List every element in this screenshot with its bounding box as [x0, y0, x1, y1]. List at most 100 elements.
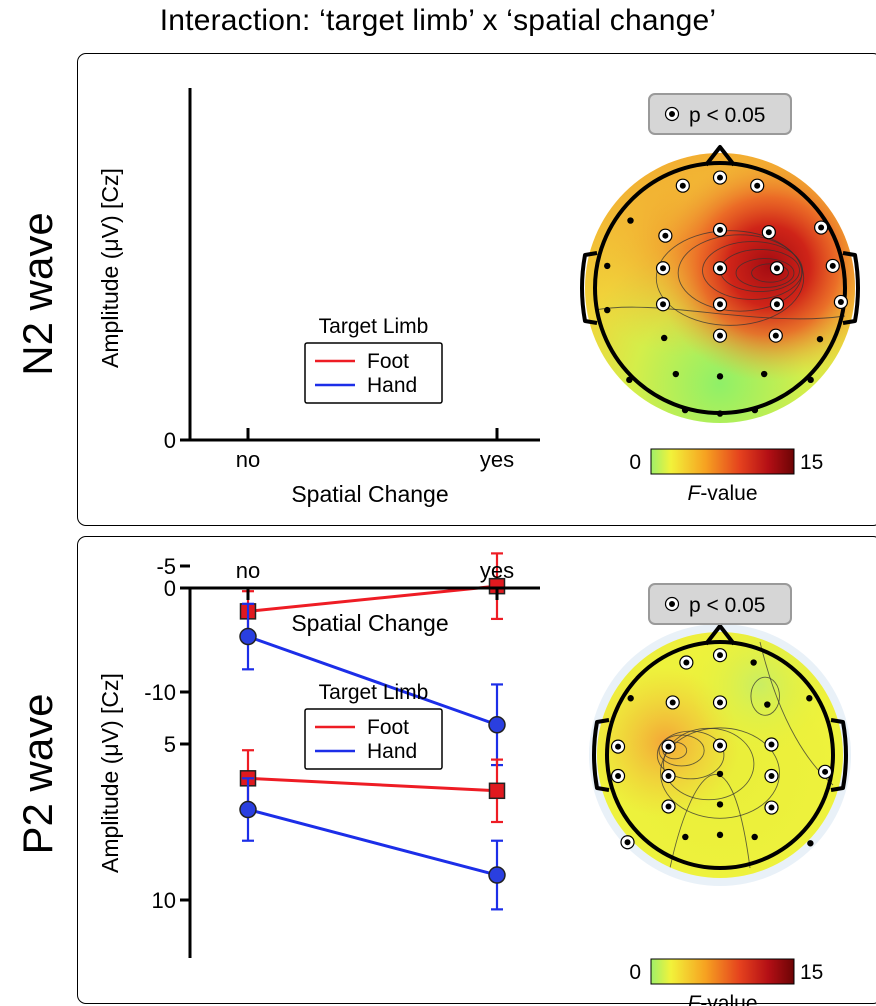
y-axis-label: Amplitude (μV) [Cz]: [97, 673, 123, 873]
electrode-dot: [822, 768, 829, 775]
contour-line: [660, 727, 780, 819]
x-tick-label: no: [236, 447, 260, 472]
nose-outline: [704, 145, 736, 167]
electrode-dot: [717, 301, 723, 308]
electrode-dot: [627, 217, 634, 224]
electrode-dot: [829, 262, 836, 269]
x-axis-label: Spatial Change: [291, 481, 448, 507]
series-line-foot: [247, 776, 498, 793]
colorbar-max-label: 15: [800, 451, 823, 474]
colorbar-label: F-value: [687, 992, 757, 1006]
colorbar-label-rest: -value: [700, 482, 757, 505]
p-value-legend-text: p < 0.05: [689, 104, 765, 127]
p-value-legend-dot: [669, 111, 675, 117]
right-ear-outline: [842, 251, 860, 325]
electrode-dot: [665, 743, 672, 750]
electrode-dot: [717, 332, 723, 339]
electrode-dot: [806, 695, 813, 702]
y-tick-label: 10: [152, 888, 176, 913]
y-tick-label: 5: [164, 732, 176, 757]
x-tick-label: yes: [480, 558, 514, 583]
colorbar-max-label: 15: [800, 961, 823, 984]
scalp-map-p2: p < 0.05 0 15 F-value: [589, 583, 851, 1006]
colorbar: [650, 448, 795, 475]
electrode-dot: [717, 652, 723, 659]
left-ear-outline: [580, 251, 598, 325]
electrode-dot: [626, 376, 633, 384]
electrode-dot: [682, 833, 689, 841]
p-value-legend-text: p < 0.05: [689, 594, 765, 617]
electrode-dot: [716, 373, 724, 380]
series-line-hand: [247, 808, 498, 877]
p-value-legend-box: [648, 93, 792, 135]
legend-label-hand: Hand: [367, 740, 417, 763]
data-point-hand: [488, 716, 506, 734]
electrode-dot: [768, 804, 775, 811]
legend-label-hand: Hand: [367, 374, 417, 397]
electrode-dot: [716, 801, 724, 808]
electrode-dot: [750, 659, 757, 666]
electrode-dot: [768, 741, 775, 748]
colorbar-label-italic: F: [687, 482, 701, 505]
figure-title: Interaction: ‘target limb’ x ‘spatial ch…: [159, 4, 717, 37]
series-line-foot: [247, 584, 498, 613]
scalp-hot-fill: [585, 153, 855, 423]
electrode-dot: [660, 265, 667, 272]
electrode-dot: [717, 226, 723, 233]
legend-title: Target Limb: [319, 315, 429, 338]
electrode-dot: [717, 699, 723, 706]
electrode-dot: [716, 831, 724, 839]
line-chart-1: 0 5 10 no yes Spatial Change Amplitude (μV) [C…: [97, 558, 540, 958]
electrode-dot: [768, 773, 775, 780]
contour-line: [677, 234, 803, 312]
colorbar-min-label: 0: [629, 451, 641, 474]
contour-line: [750, 676, 780, 716]
electrode-dot: [751, 406, 759, 414]
colorbar-min-label: 0: [629, 961, 641, 984]
electrode-dot: [662, 232, 669, 239]
right-ear-outline: [830, 718, 848, 792]
electrode-dot: [772, 332, 779, 339]
electrode-dot: [615, 773, 622, 780]
contour-line: [655, 230, 805, 326]
electrode-dot: [717, 742, 723, 749]
y-tick-label: -10: [144, 680, 176, 705]
electrode-dot: [681, 406, 689, 414]
electrode-dot: [679, 182, 686, 189]
electrode-dot: [627, 695, 634, 702]
legend-box: [304, 342, 443, 404]
electrode-dot: [669, 699, 676, 706]
colorbar-label-italic: F: [687, 992, 701, 1006]
data-point-hand: [239, 627, 257, 646]
electrode-dot: [816, 335, 824, 343]
electrode-dot: [716, 770, 724, 778]
contour-line: [735, 258, 795, 288]
colorbar-label-rest: -value: [700, 992, 757, 1006]
nose-outline: [704, 624, 736, 646]
electrode-dot: [754, 182, 761, 189]
contour-line: [669, 773, 751, 869]
x-axis-label: Spatial Change: [291, 610, 448, 636]
contour-line: [594, 306, 846, 320]
electrode-dot: [765, 229, 772, 236]
colorbar: [650, 958, 795, 985]
electrode-dot: [717, 265, 723, 272]
p-value-legend-box: [648, 583, 792, 625]
electrode-dot: [660, 301, 667, 308]
electrode-dot: [624, 839, 631, 846]
data-point-foot: [488, 782, 506, 800]
y-tick-label: 0: [164, 428, 176, 453]
data-point-hand: [239, 800, 257, 819]
legend-label-foot: Foot: [367, 350, 409, 373]
electrode-dot: [764, 701, 771, 708]
x-tick-label: yes: [480, 447, 514, 472]
electrode-dot: [773, 265, 780, 272]
y-tick-label: -5: [156, 554, 176, 579]
electrode-dot: [672, 370, 680, 378]
electrode-dot: [661, 334, 668, 342]
electrode-dot: [760, 370, 768, 378]
series-line-hand: [247, 635, 498, 727]
electrode-dot: [751, 833, 758, 841]
scalp-fill: [585, 153, 855, 423]
